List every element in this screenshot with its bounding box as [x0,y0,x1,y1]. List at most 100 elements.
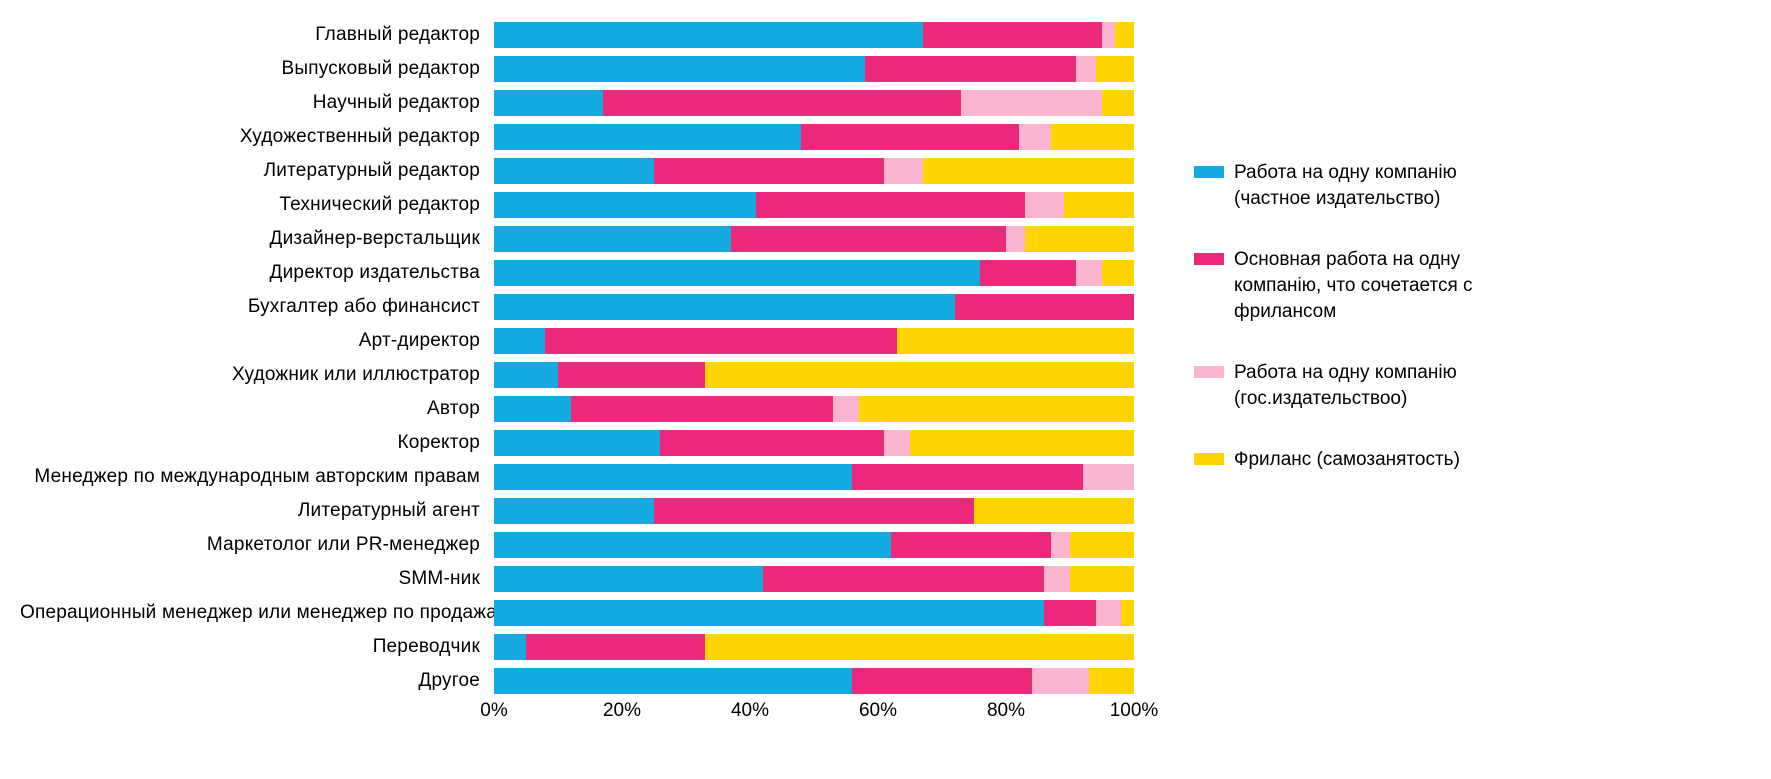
bar-segment [1083,464,1134,490]
bar-segment [494,226,731,252]
legend-swatch [1194,166,1224,178]
bar-segment [1025,192,1063,218]
legend-swatch [1194,253,1224,265]
stacked-bar [494,158,1134,184]
legend-label: Работа на одну компанію (гос.издательств… [1234,360,1514,411]
chart-container: Главный редактор Выпусковый редактор Научн… [0,0,1771,772]
bar-segment [897,328,1134,354]
stacked-bar [494,328,1134,354]
stacked-bar [494,430,1134,456]
category-label: Выпусковый редактор [20,58,494,80]
bar-segment [1089,668,1134,694]
category-label: Операционный менеджер или менеджер по пр… [20,602,494,624]
x-axis-tick: 20% [603,700,641,722]
bar-segment [852,464,1082,490]
bar-segment [974,498,1134,524]
legend-label: Работа на одну компанію (частное издател… [1234,160,1514,211]
chart-row: Маркетолог или PR-менеджер [20,530,1134,560]
bar-segment [1096,600,1122,626]
bar-segment [1032,668,1090,694]
bar-segment [705,634,1134,660]
bar-segment [494,498,654,524]
chart-row: Бухгалтер або финансист [20,292,1134,322]
stacked-bar [494,600,1134,626]
category-label: Бухгалтер або финансист [20,296,494,318]
chart-row: Операционный менеджер или менеджер по пр… [20,598,1134,628]
legend-item: Фриланс (самозанятость) [1194,447,1514,473]
bar-segment [1044,600,1095,626]
category-label: Технический редактор [20,194,494,216]
bar-segment [1019,124,1051,150]
chart-row: Другое [20,666,1134,696]
category-label: Художественный редактор [20,126,494,148]
bar-segment [494,90,603,116]
bar-segment [884,158,922,184]
bar-segment [833,396,859,422]
bar-segment [884,430,910,456]
stacked-bar [494,124,1134,150]
stacked-bar [494,226,1134,252]
bar-segment [494,464,852,490]
bar-segment [1051,124,1134,150]
chart-row: Коректор [20,428,1134,458]
category-label: Маркетолог или PR-менеджер [20,534,494,556]
category-label: Директор издательства [20,262,494,284]
chart-row: Переводчик [20,632,1134,662]
stacked-bar [494,668,1134,694]
stacked-bar [494,634,1134,660]
bar-segment [1121,600,1134,626]
bar-segment [801,124,1019,150]
bar-segment [852,668,1031,694]
bar-segment [545,328,897,354]
bar-segment [571,396,833,422]
chart-row: Художественный редактор [20,122,1134,152]
chart-row: Выпусковый редактор [20,54,1134,84]
bar-segment [756,192,1025,218]
bar-segment [1076,260,1102,286]
bar-segment [1102,90,1134,116]
category-label: Литературный редактор [20,160,494,182]
bar-segment [980,260,1076,286]
chart-row: Главный редактор [20,20,1134,50]
bar-segment [923,22,1102,48]
category-label: Дизайнер-верстальщик [20,228,494,250]
chart-row: Дизайнер-верстальщик [20,224,1134,254]
bar-segment [859,396,1134,422]
stacked-bar [494,90,1134,116]
legend-swatch [1194,453,1224,465]
bar-segment [494,158,654,184]
chart-row: Литературный редактор [20,156,1134,186]
bar-segment [494,532,891,558]
bar-segment [494,294,955,320]
x-axis: 0%20%40%60%80%100% [494,700,1134,732]
category-label: Литературный агент [20,500,494,522]
bar-segment [1070,566,1134,592]
bar-segment [526,634,705,660]
category-label: Главный редактор [20,24,494,46]
bar-segment [494,396,571,422]
bar-segment [494,634,526,660]
bar-segment [1096,56,1134,82]
stacked-bar [494,22,1134,48]
stacked-bar [494,192,1134,218]
bar-segment [558,362,705,388]
bar-segment [891,532,1051,558]
bar-segment [494,600,1044,626]
category-label: Научный редактор [20,92,494,114]
bar-segment [494,430,660,456]
category-label: Переводчик [20,636,494,658]
legend-swatch [1194,366,1224,378]
bar-segment [494,22,923,48]
bar-segment [865,56,1076,82]
x-axis-tick: 60% [859,700,897,722]
bar-segment [1025,226,1134,252]
chart-row: SMM-ник [20,564,1134,594]
chart-row: Технический редактор [20,190,1134,220]
bar-segment [1051,532,1070,558]
chart-row: Директор издательства [20,258,1134,288]
bar-segment [1064,192,1134,218]
category-label: Художник или иллюстратор [20,364,494,386]
bar-segment [955,294,1134,320]
stacked-bar-chart: Главный редактор Выпусковый редактор Научн… [20,20,1134,732]
stacked-bar [494,532,1134,558]
